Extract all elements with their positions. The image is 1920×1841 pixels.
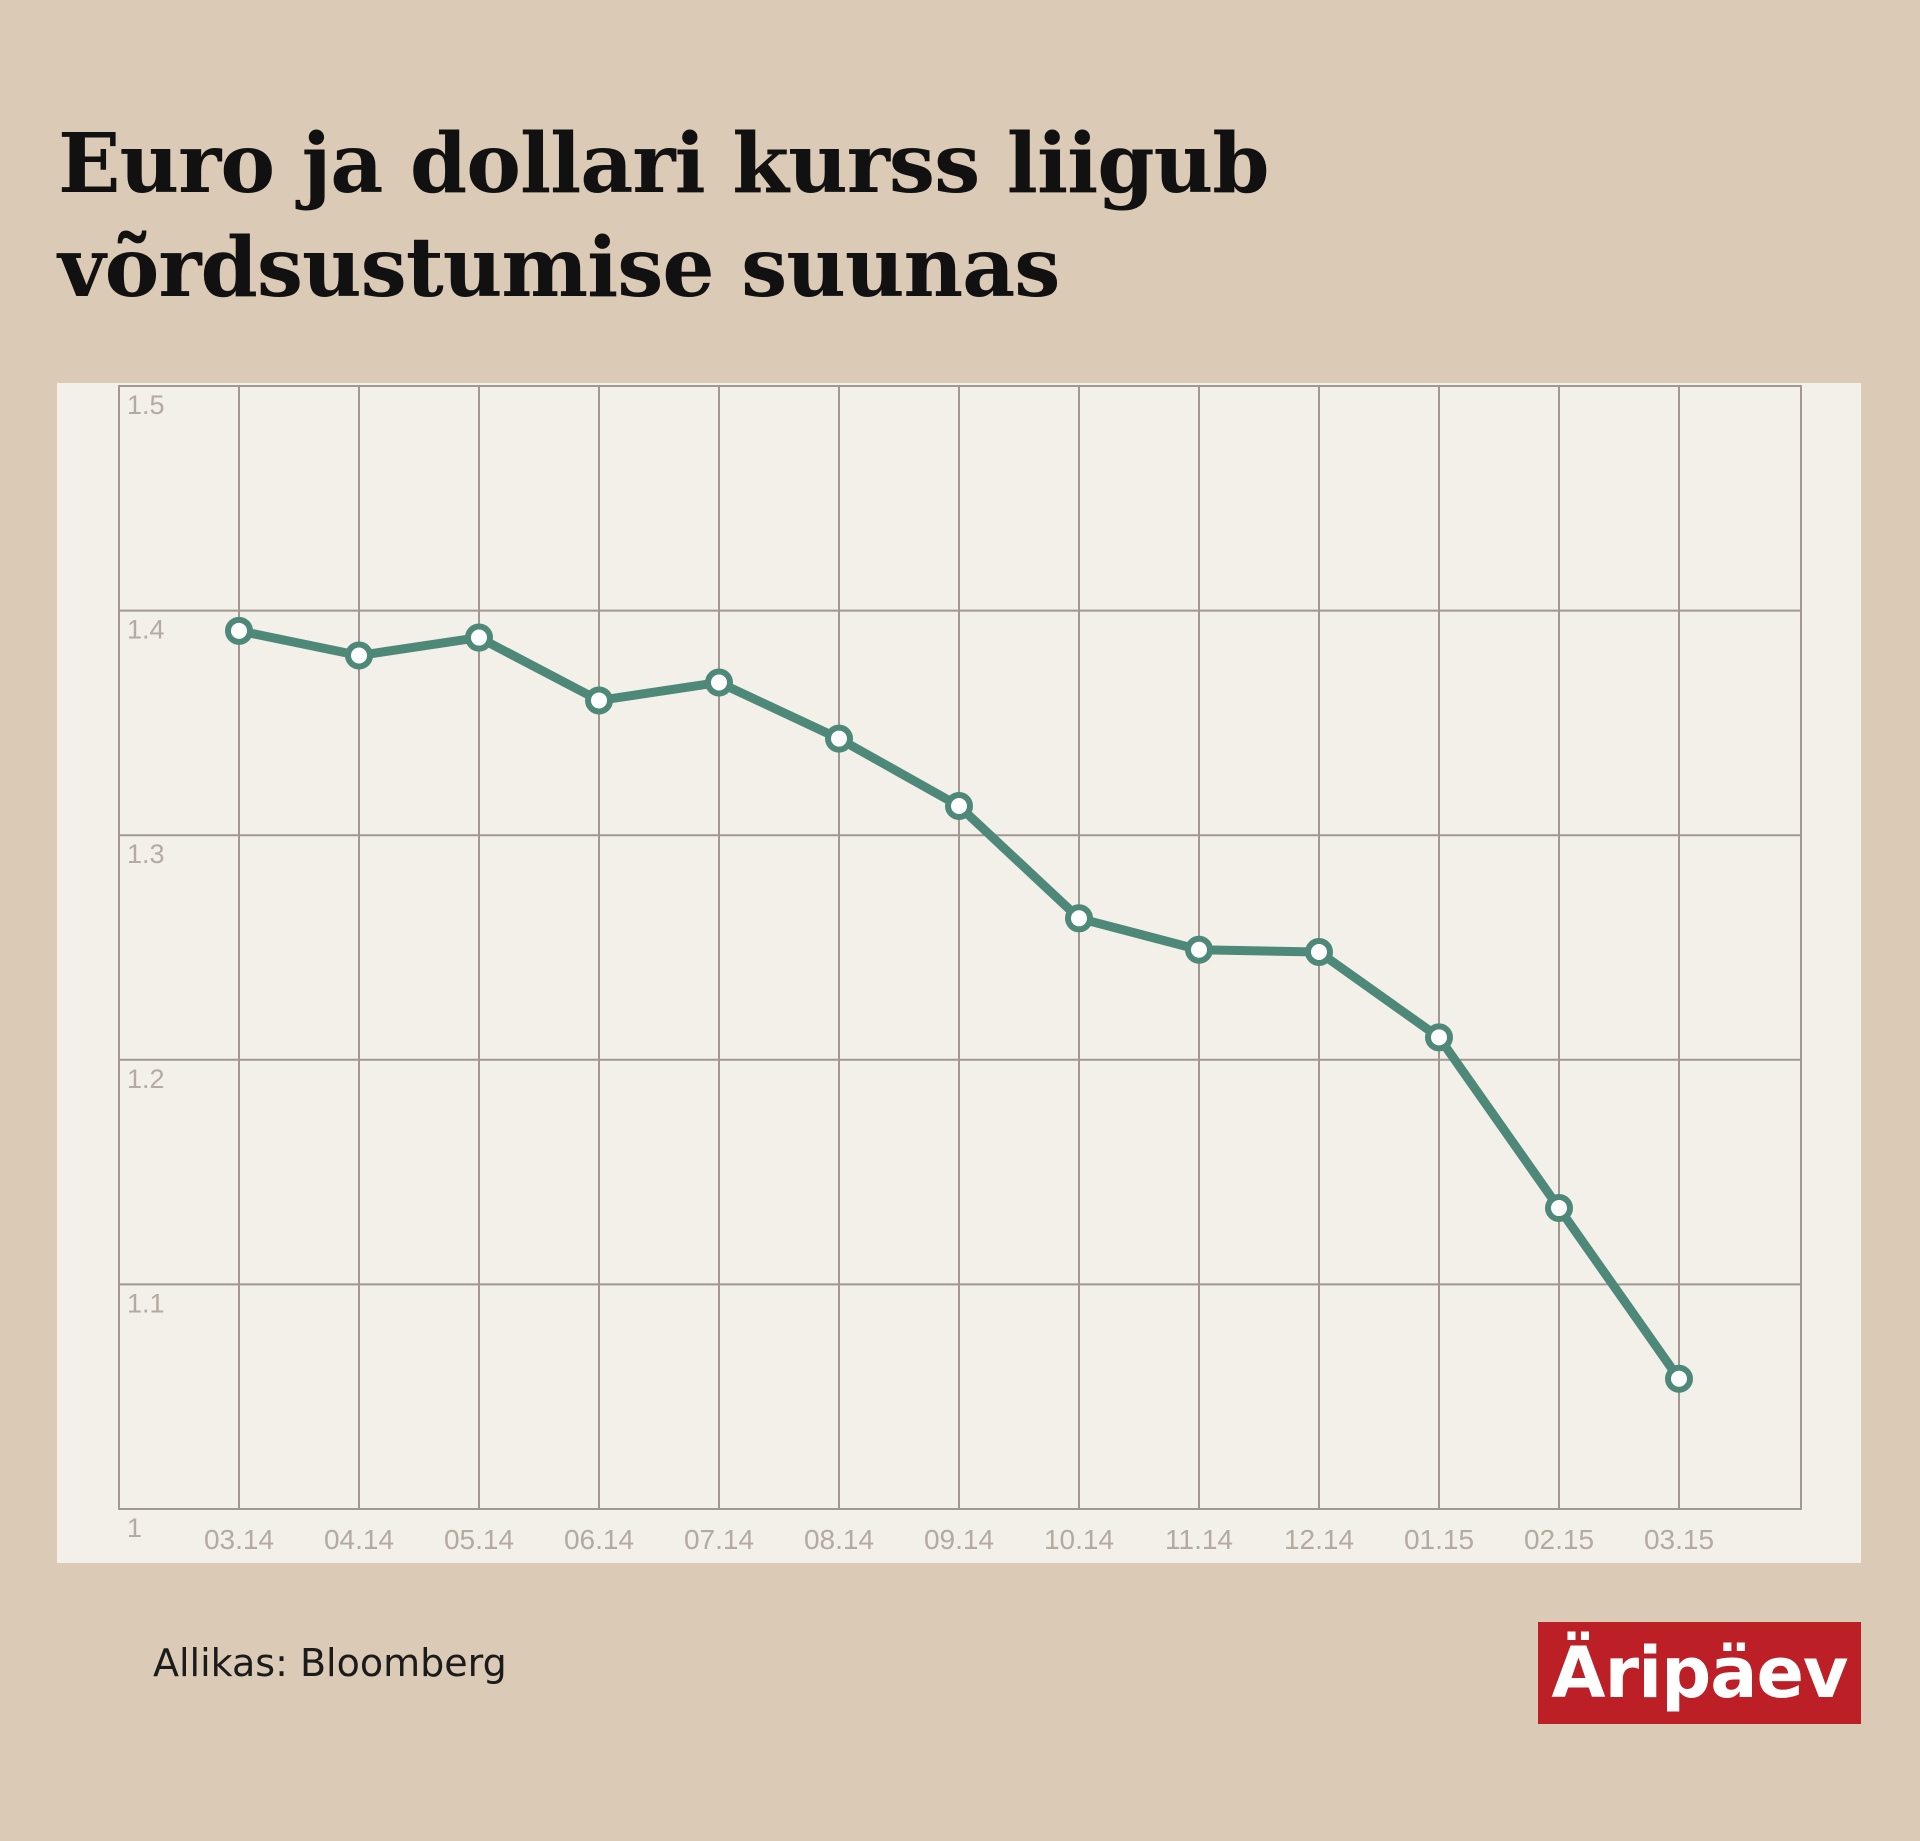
x-tick-label: 06.14 xyxy=(564,1524,634,1555)
x-tick-label: 08.14 xyxy=(804,1524,874,1555)
data-point-marker xyxy=(225,616,253,645)
title-line-1: Euro ja dollari kurss liigub xyxy=(58,116,1270,212)
data-point-marker xyxy=(1305,937,1333,966)
y-tick-label: 1.2 xyxy=(127,1064,165,1094)
data-point-marker xyxy=(465,623,493,652)
plot-frame xyxy=(118,385,1802,1510)
aripaev-logo: Äripäev xyxy=(1538,1622,1861,1724)
x-tick-label: 09.14 xyxy=(924,1524,994,1555)
data-point-marker xyxy=(585,686,613,715)
y-tick-label: 1.4 xyxy=(127,615,165,645)
data-point-marker xyxy=(705,668,733,697)
line-chart: 1 1.1 1.2 1.3 1.4 1.5 03.14 04.14 05.14 06.14 07.1… xyxy=(118,385,1802,1555)
title-line-2: võrdsustumise suunas xyxy=(58,220,1060,316)
x-tick-label: 05.14 xyxy=(444,1524,514,1555)
x-tick-label: 04.14 xyxy=(324,1524,394,1555)
data-point-marker xyxy=(825,724,853,753)
x-tick-label: 02.15 xyxy=(1524,1524,1594,1555)
data-point-marker xyxy=(1545,1194,1573,1223)
y-tick-label: 1.5 xyxy=(127,390,165,420)
x-tick-label: 01.15 xyxy=(1404,1524,1474,1555)
y-tick-label: 1.3 xyxy=(127,839,165,869)
x-tick-label: 03.14 xyxy=(204,1524,274,1555)
chart-panel: 1 1.1 1.2 1.3 1.4 1.5 03.14 04.14 05.14 06.14 07.1… xyxy=(57,383,1861,1563)
x-tick-label: 11.14 xyxy=(1165,1524,1233,1555)
data-point-marker xyxy=(1065,904,1093,933)
x-tick-label: 07.14 xyxy=(684,1524,754,1555)
chart-title: Euro ja dollari kurss liigub võrdsustumi… xyxy=(58,112,1458,320)
x-tick-label: 03.15 xyxy=(1644,1524,1714,1555)
source-label: Allikas: Bloomberg xyxy=(153,1641,507,1685)
y-tick-label: 1.1 xyxy=(127,1288,165,1318)
y-tick-label: 1 xyxy=(127,1513,142,1543)
data-point-marker xyxy=(1665,1364,1693,1393)
data-point-marker xyxy=(1185,935,1213,964)
data-point-marker xyxy=(945,792,973,821)
x-tick-label: 10.14 xyxy=(1044,1524,1114,1555)
data-point-marker xyxy=(1425,1023,1453,1052)
x-tick-label: 12.14 xyxy=(1284,1524,1354,1555)
data-point-marker xyxy=(345,641,373,670)
